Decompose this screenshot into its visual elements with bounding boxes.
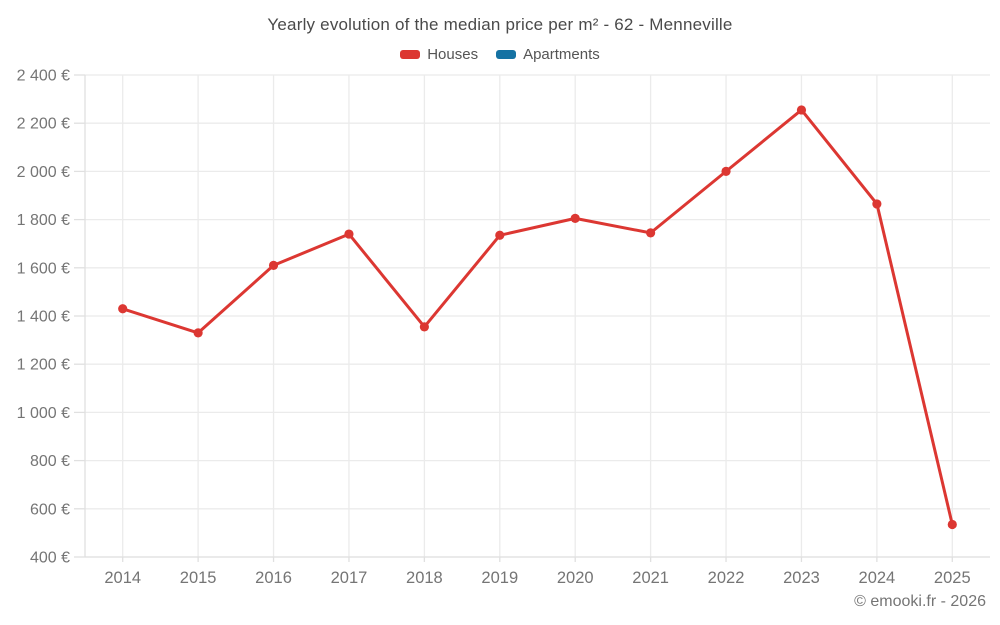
x-axis-label-2017: 2017 [331, 569, 368, 587]
y-axis-label-2200: 2 200 € [17, 116, 70, 133]
houses-data-point-2022[interactable] [721, 166, 731, 176]
y-axis-label-800: 800 € [30, 453, 70, 470]
legend-label-houses: Houses [427, 46, 479, 63]
credit-text: © emooki.fr - 2026 [854, 593, 986, 610]
x-axis-label-2019: 2019 [481, 569, 518, 587]
apartments-legend-swatch-icon [496, 50, 517, 59]
chart-legend: Houses Apartments [0, 46, 1000, 63]
x-axis-label-2015: 2015 [180, 569, 217, 587]
y-axis-label-2400: 2 400 € [17, 68, 70, 85]
houses-data-point-2015[interactable] [193, 328, 203, 338]
houses-legend-swatch-icon [400, 50, 421, 59]
y-axis-label-1400: 1 400 € [17, 309, 70, 326]
y-axis-label-2000: 2 000 € [17, 164, 70, 181]
y-axis-label-1200: 1 200 € [17, 357, 70, 374]
y-axis-label-1800: 1 800 € [17, 212, 70, 229]
houses-data-point-2014[interactable] [118, 304, 128, 314]
x-axis-label-2022: 2022 [708, 569, 745, 587]
y-axis-label-600: 600 € [30, 501, 70, 518]
x-axis-label-2018: 2018 [406, 569, 443, 587]
houses-data-point-2017[interactable] [344, 229, 354, 239]
x-axis-label-2016: 2016 [255, 569, 292, 587]
houses-data-point-2019[interactable] [495, 230, 505, 240]
chart-title: Yearly evolution of the median price per… [267, 15, 733, 34]
x-axis-label-2025: 2025 [934, 569, 971, 587]
y-axis-label-1000: 1 000 € [17, 405, 70, 422]
houses-data-point-2025[interactable] [947, 519, 957, 530]
x-axis-label-2014: 2014 [104, 569, 141, 587]
houses-data-point-2016[interactable] [268, 260, 279, 270]
y-axis-label-1600: 1 600 € [17, 260, 70, 277]
houses-series-line [121, 108, 954, 526]
legend-item-houses[interactable]: Houses [400, 46, 478, 63]
houses-data-point-2023[interactable] [796, 105, 807, 115]
x-axis-label-2023: 2023 [783, 569, 820, 587]
houses-data-point-2018[interactable] [419, 322, 429, 332]
x-axis-label-2020: 2020 [557, 569, 594, 587]
legend-item-apartments[interactable]: Apartments [496, 46, 600, 63]
houses-data-point-2020[interactable] [570, 213, 580, 223]
houses-data-point-2021[interactable] [646, 228, 656, 238]
x-axis-label-2021: 2021 [632, 569, 669, 587]
legend-label-apartments: Apartments [523, 46, 600, 63]
x-axis-label-2024: 2024 [859, 569, 896, 587]
houses-data-point-2024[interactable] [872, 199, 882, 209]
y-axis-label-400: 400 € [30, 550, 70, 567]
